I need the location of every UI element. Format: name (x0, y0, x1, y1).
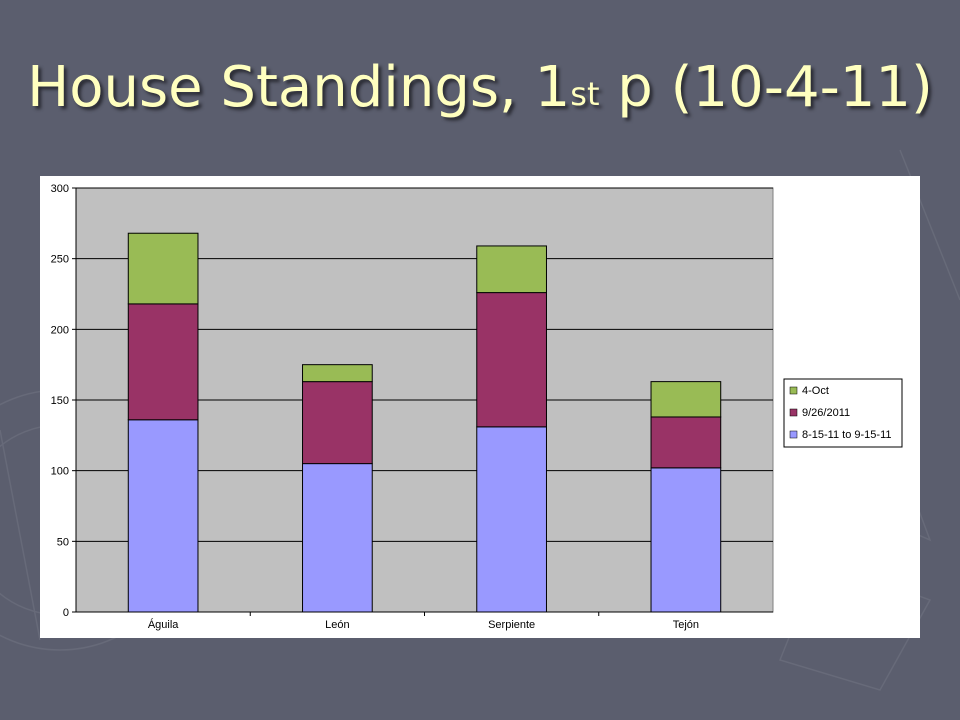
legend-swatch (789, 430, 798, 439)
y-tick-label: 150 (51, 395, 69, 407)
bar-segment (127, 232, 199, 305)
slide-title-rest: p (10-4-11) (599, 55, 933, 120)
slide-title-main: House Standings, 1 (27, 55, 571, 120)
chart-container: 0 50 100 150 200 250 300 Águila León Serpiente Tej… (40, 176, 920, 638)
slide-title: House Standings, 1st p (10-4-11) (0, 48, 960, 128)
bar-segment (302, 364, 373, 383)
legend-label: 8-15-11 to 9-15-11 (802, 429, 891, 441)
bar-segment (476, 426, 547, 613)
bar-segment (650, 416, 722, 469)
legend-label: 4-Oct (802, 385, 829, 397)
y-tick-label: 50 (57, 536, 69, 548)
legend-box (783, 378, 903, 448)
bar-segment (127, 303, 199, 421)
bar-segment (302, 463, 373, 613)
legend-label: 9/26/2011 (802, 407, 850, 419)
bar-segment (476, 292, 547, 428)
legend-swatch (789, 386, 798, 395)
y-tick-label: 200 (51, 324, 69, 336)
y-tick-label: 100 (51, 466, 69, 478)
bar-segment (650, 381, 722, 418)
legend-swatch (789, 408, 798, 417)
stacked-bar-chart: 0 50 100 150 200 250 300 Águila León Serpiente Tej… (51, 183, 903, 631)
y-tick-label: 0 (63, 607, 69, 619)
slide-title-superscript: st (570, 75, 600, 113)
bar-segment (650, 467, 722, 613)
y-tick-label: 250 (51, 254, 69, 266)
x-tick-label: Tejón (673, 619, 699, 631)
bar-segment (127, 419, 199, 613)
x-tick-label: Águila (148, 618, 179, 631)
x-tick-label: León (325, 619, 349, 631)
y-tick-label: 300 (51, 183, 69, 195)
bar-segment (476, 245, 547, 294)
bar-segment (302, 381, 373, 465)
x-tick-label: Serpiente (488, 619, 535, 631)
